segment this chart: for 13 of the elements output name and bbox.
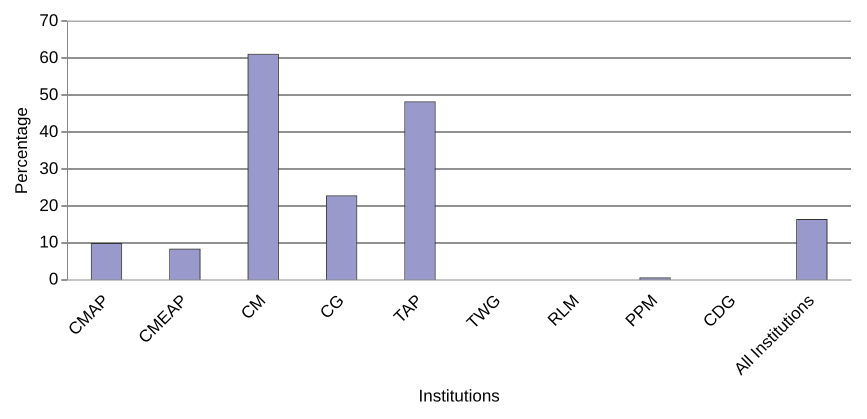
y-tick-label: 40 <box>39 122 58 141</box>
x-tick-label: CM <box>237 290 270 324</box>
y-axis-title: Percentage <box>12 107 31 194</box>
y-tick-label: 0 <box>48 270 58 289</box>
x-tick-label: CG <box>316 290 348 322</box>
y-tick-label: 50 <box>39 84 58 104</box>
x-tick-label: TAP <box>390 290 426 327</box>
y-tick-label: 70 <box>39 10 58 30</box>
y-tick-label: 20 <box>39 196 58 215</box>
y-tick-label: 10 <box>39 232 58 252</box>
y-tick-label: 30 <box>39 158 58 178</box>
x-axis-title: Institutions <box>418 386 500 406</box>
y-tick-label: 60 <box>39 48 58 67</box>
